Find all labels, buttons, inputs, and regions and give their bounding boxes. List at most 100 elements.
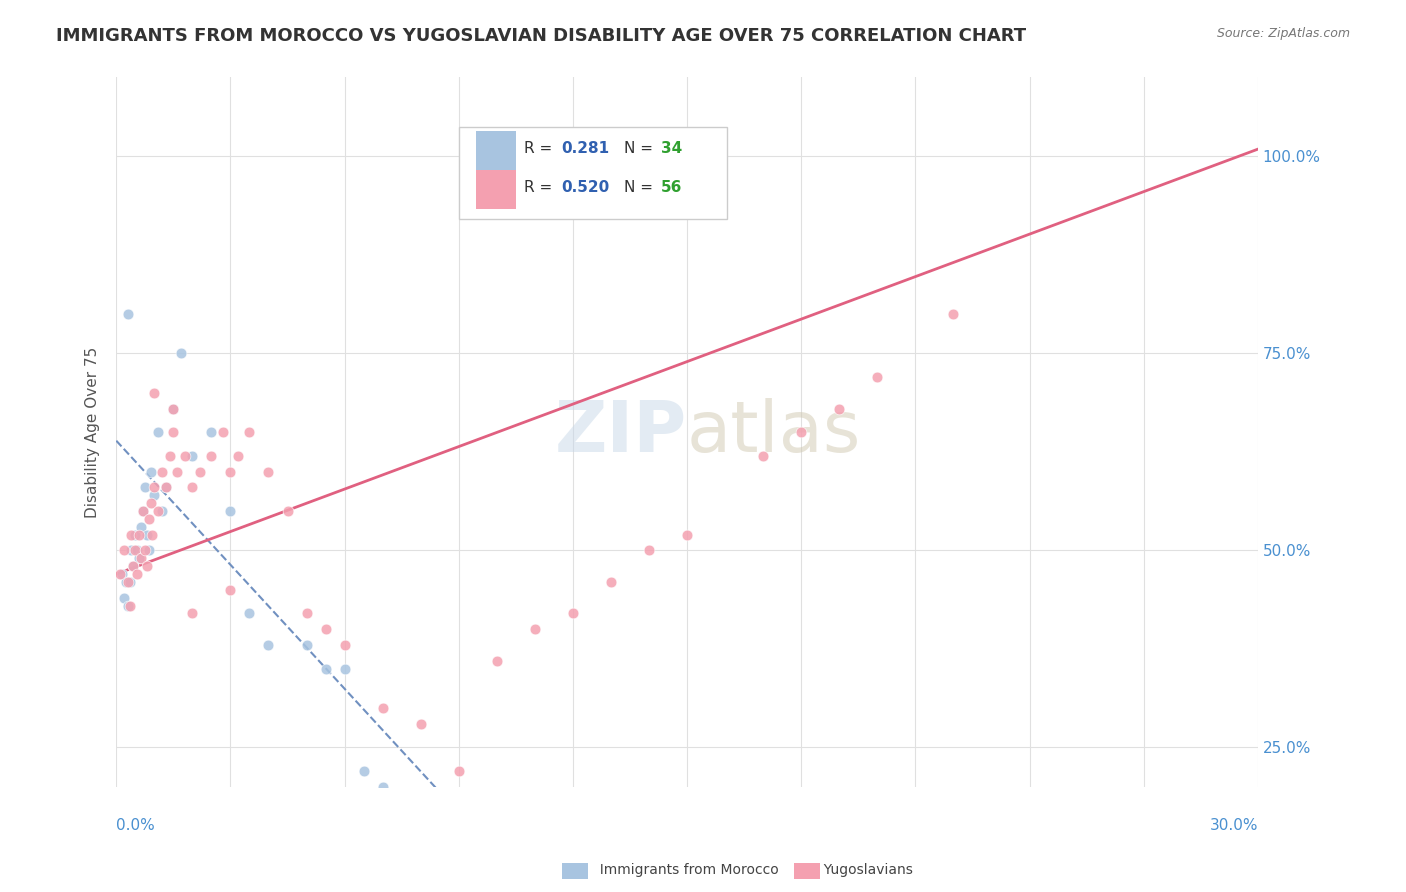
Point [371, 780, 394, 794]
Point [155, 480, 177, 494]
Point [141, 527, 163, 541]
Point [134, 543, 156, 558]
Point [118, 574, 141, 589]
Text: Source: ZipAtlas.com: Source: ZipAtlas.com [1216, 27, 1350, 40]
Point [127, 543, 149, 558]
Point [135, 527, 157, 541]
Point [118, 599, 141, 613]
Point [162, 401, 184, 416]
Point [188, 465, 211, 479]
Point [173, 449, 195, 463]
Point [676, 527, 699, 541]
Point [181, 480, 204, 494]
Point [257, 465, 280, 479]
Text: N =: N = [624, 141, 658, 156]
Text: Immigrants from Morocco: Immigrants from Morocco [591, 863, 779, 877]
Point [295, 607, 318, 621]
Point [159, 449, 181, 463]
Text: 34: 34 [661, 141, 682, 156]
Point [150, 465, 173, 479]
Point [790, 425, 813, 439]
Point [333, 662, 356, 676]
Point [146, 504, 169, 518]
Text: Yugoslavians: Yugoslavians [815, 863, 914, 877]
Point [447, 764, 470, 778]
Y-axis label: Disability Age Over 75: Disability Age Over 75 [86, 346, 100, 517]
Point [138, 543, 160, 558]
Point [121, 543, 143, 558]
Point [238, 425, 260, 439]
Point [866, 370, 889, 384]
Text: 56: 56 [661, 180, 682, 195]
Text: 30.0%: 30.0% [1209, 818, 1258, 833]
Point [295, 638, 318, 652]
Text: 0.281: 0.281 [561, 141, 610, 156]
Point [219, 465, 242, 479]
Point [112, 543, 135, 558]
Point [942, 307, 965, 321]
FancyBboxPatch shape [458, 127, 727, 219]
Point [371, 701, 394, 715]
FancyBboxPatch shape [475, 130, 516, 169]
Point [315, 622, 337, 636]
Text: IMMIGRANTS FROM MOROCCO VS YUGOSLAVIAN DISABILITY AGE OVER 75 CORRELATION CHART: IMMIGRANTS FROM MOROCCO VS YUGOSLAVIAN D… [56, 27, 1026, 45]
FancyBboxPatch shape [475, 169, 516, 209]
Point [353, 764, 375, 778]
Point [114, 574, 136, 589]
Point [170, 346, 193, 360]
Point [129, 520, 152, 534]
Point [128, 527, 150, 541]
Text: atlas: atlas [688, 398, 862, 467]
Point [166, 465, 188, 479]
Point [219, 582, 242, 597]
Point [132, 504, 155, 518]
Point [108, 567, 131, 582]
Point [132, 504, 155, 518]
Point [219, 504, 242, 518]
Point [181, 607, 204, 621]
Point [211, 425, 233, 439]
Point [134, 480, 156, 494]
Point [143, 385, 166, 400]
Point [124, 527, 146, 541]
Point [409, 716, 432, 731]
Point [139, 496, 162, 510]
Point [146, 425, 169, 439]
Point [561, 607, 583, 621]
Point [129, 551, 152, 566]
Point [752, 449, 775, 463]
Text: 0.0%: 0.0% [117, 818, 155, 833]
Point [124, 543, 146, 558]
Point [523, 622, 546, 636]
Point [117, 599, 139, 613]
Point [112, 591, 135, 605]
Point [315, 662, 337, 676]
Point [143, 480, 166, 494]
Text: ZIP: ZIP [555, 398, 688, 467]
Point [122, 559, 145, 574]
Point [121, 527, 143, 541]
Point [238, 607, 260, 621]
Point [181, 449, 204, 463]
Point [200, 425, 222, 439]
Point [276, 504, 298, 518]
Point [638, 543, 661, 558]
Point [143, 488, 166, 502]
Point [139, 465, 162, 479]
Point [127, 567, 149, 582]
Point [162, 425, 184, 439]
Point [128, 551, 150, 566]
Text: R =: R = [524, 141, 557, 156]
Point [117, 574, 139, 589]
Point [135, 559, 157, 574]
Point [155, 480, 177, 494]
Point [333, 638, 356, 652]
Point [162, 401, 184, 416]
Point [138, 512, 160, 526]
Point [485, 654, 508, 668]
Point [122, 559, 145, 574]
Point [828, 401, 851, 416]
Text: N =: N = [624, 180, 658, 195]
Text: 0.520: 0.520 [561, 180, 610, 195]
Point [226, 449, 249, 463]
